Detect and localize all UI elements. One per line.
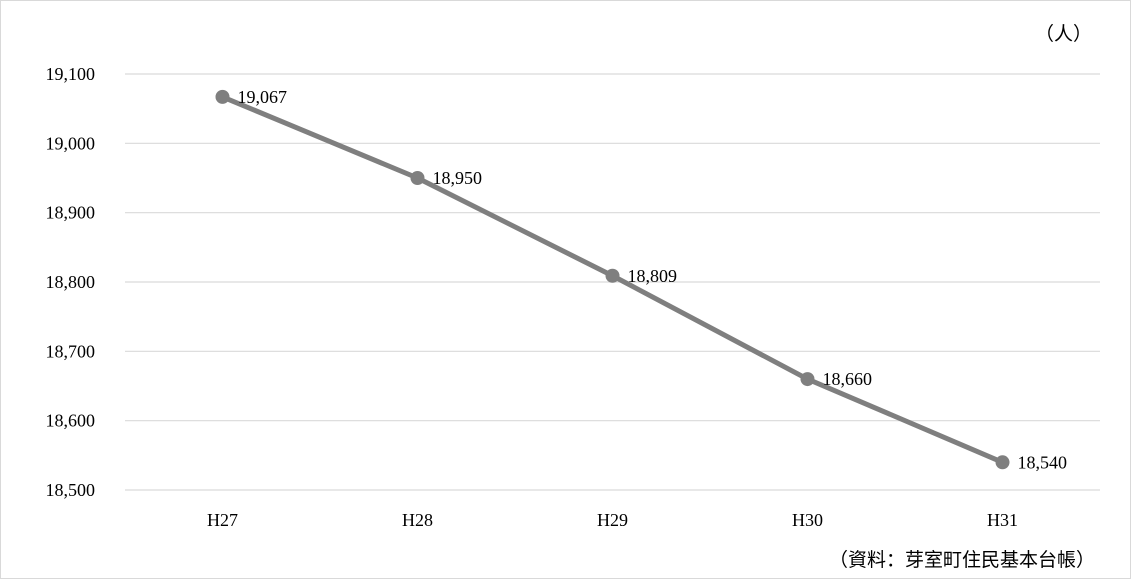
data-point-marker: [995, 455, 1010, 470]
data-points: [215, 89, 1010, 470]
x-tick-label: H31: [987, 510, 1018, 530]
y-tick-label: 19,000: [46, 133, 96, 153]
unit-label: （人）: [1035, 23, 1092, 45]
data-label: 18,660: [823, 369, 873, 389]
x-axis-tick-labels: H27 H28 H29 H30 H31: [207, 510, 1018, 530]
y-tick-label: 18,900: [46, 203, 96, 223]
x-tick-label: H30: [792, 510, 823, 530]
y-tick-label: 18,700: [46, 341, 96, 361]
y-axis-tick-labels: 18,500 18,600 18,700 18,800 18,900 19,000 19,1…: [46, 64, 96, 500]
gridlines: [125, 73, 1100, 491]
data-label: 19,067: [238, 87, 288, 107]
source-note: （資料：芽室町住民基本台帳）: [829, 549, 1095, 571]
y-tick-label: 18,600: [46, 411, 96, 431]
y-tick-label: 19,100: [46, 64, 96, 84]
x-tick-label: H28: [402, 510, 433, 530]
data-label: 18,950: [433, 168, 483, 188]
y-tick-label: 18,800: [46, 272, 96, 292]
data-label: 18,809: [628, 266, 678, 286]
x-tick-label: H29: [597, 510, 628, 530]
data-point-marker: [410, 171, 425, 185]
data-labels: 19,067 18,950 18,809 18,660 18,540: [238, 87, 1068, 472]
data-label: 18,540: [1018, 452, 1068, 472]
data-point-marker: [215, 89, 230, 104]
x-tick-label: H27: [207, 510, 238, 530]
y-tick-label: 18,500: [46, 480, 96, 500]
data-point-marker: [800, 372, 815, 387]
data-point-marker: [605, 268, 620, 283]
